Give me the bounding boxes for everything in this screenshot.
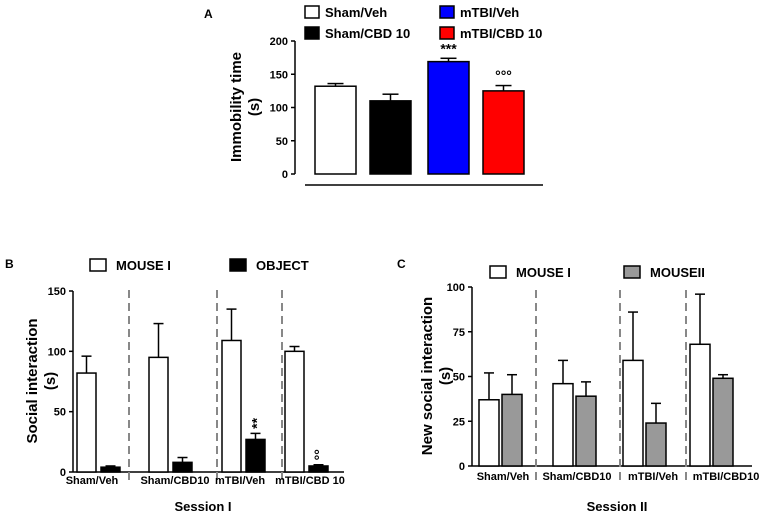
panel-a-chart: 0 50 100 150 200 Immobility time(s) *** °°° Sham…: [228, 5, 543, 186]
bar-object: [172, 461, 193, 473]
legend-label: mTBI/CBD 10: [460, 26, 542, 41]
bar-mouse-i: [148, 356, 169, 473]
y-axis-label-title: Immobility time: [228, 52, 245, 162]
y-axis-label: New social interaction(s): [419, 297, 454, 455]
y-tick-label: 150: [48, 286, 66, 298]
y-tick-label: 100: [447, 282, 465, 294]
legend-swatch: [304, 5, 320, 19]
x-category-label: mTBI/Veh: [215, 475, 265, 487]
y-tick-label: 100: [48, 346, 66, 358]
y-tick-label: 75: [453, 327, 465, 339]
bar-object: [245, 438, 266, 473]
y-tick-label: 150: [270, 69, 288, 81]
bar-mouse-i: [284, 350, 305, 473]
y-tick-label: 0: [60, 467, 66, 479]
x-axis-label: Session II: [587, 499, 648, 514]
bar-object: [308, 465, 329, 473]
y-tick-label: 50: [453, 372, 465, 384]
bar-object: [100, 466, 121, 473]
y-tick-label: 0: [282, 169, 288, 181]
y-axis-label-unit: (s): [42, 372, 59, 390]
x-category-label: mTBI/CBD 10: [275, 475, 345, 487]
bar-mouse-i: [689, 343, 711, 467]
bar-mouseii: [712, 377, 734, 467]
legend-swatch: [229, 258, 247, 272]
significance-marker: °°: [312, 449, 328, 460]
legend-swatch: [489, 265, 507, 279]
x-category-label: mTBI/CBD10: [693, 471, 760, 483]
bar-mouseii: [501, 393, 523, 467]
y-axis-label-unit: (s): [437, 367, 454, 385]
legend-swatch: [304, 26, 320, 40]
legend-swatch: [439, 26, 455, 40]
y-tick-label: 50: [54, 407, 66, 419]
significance-marker: °°°: [495, 68, 512, 84]
legend-label: OBJECT: [256, 258, 309, 273]
legend-label: Sham/Veh: [325, 5, 387, 20]
x-category-label: Sham/Veh: [477, 471, 530, 483]
panel-a-letter: A: [204, 7, 213, 21]
y-tick-label: 0: [459, 461, 465, 473]
bar-mouse-i: [622, 359, 644, 467]
bar-mtbi-veh: [427, 60, 470, 175]
panel-c-letter: C: [397, 257, 406, 271]
panel-c-chart: 0 25 50 75 100 New social interaction(s) Sham/…: [419, 265, 759, 514]
bar-sham-cbd-10: [369, 100, 412, 175]
y-axis-label-title: New social interaction: [419, 297, 436, 455]
x-category-label: Sham/CBD10: [140, 475, 209, 487]
legend-label: mTBI/Veh: [460, 5, 519, 20]
y-axis-label: Social interaction(s): [24, 318, 59, 443]
y-tick-label: 100: [270, 103, 288, 115]
legend-swatch: [89, 258, 107, 272]
bar-mouse-i: [221, 339, 242, 473]
x-axis-label: Session I: [174, 499, 231, 514]
y-tick-label: 50: [276, 136, 288, 148]
legend-label: MOUSE I: [116, 258, 171, 273]
y-tick-label: 200: [270, 36, 288, 48]
legend-label: MOUSE I: [516, 265, 571, 280]
legend-swatch: [439, 5, 455, 19]
x-category-label: Sham/CBD10: [542, 471, 611, 483]
legend-swatch: [623, 265, 641, 279]
bar-sham-veh: [314, 85, 357, 175]
bar-mouseii: [575, 395, 597, 467]
x-category-label: mTBI/Veh: [628, 471, 678, 483]
y-axis-label-title: Social interaction: [24, 318, 41, 443]
legend-label: Sham/CBD 10: [325, 26, 410, 41]
y-axis-label-unit: (s): [246, 98, 263, 116]
panel-b-chart: 0 50 100 150 Social interaction(s) ** °° Sham/V…: [24, 258, 345, 514]
bar-mtbi-cbd-10: [482, 90, 525, 175]
y-axis-label: Immobility time(s): [228, 52, 263, 162]
significance-marker: ***: [440, 40, 457, 56]
y-tick-label: 25: [453, 416, 465, 428]
legend-label: MOUSEII: [650, 265, 705, 280]
bar-mouseii: [645, 422, 667, 467]
significance-marker: **: [249, 417, 265, 428]
bar-mouse-i: [76, 372, 97, 473]
panel-b-letter: B: [5, 257, 14, 271]
bar-mouse-i: [478, 399, 500, 467]
bar-mouse-i: [552, 382, 574, 467]
x-category-label: Sham/Veh: [66, 475, 119, 487]
